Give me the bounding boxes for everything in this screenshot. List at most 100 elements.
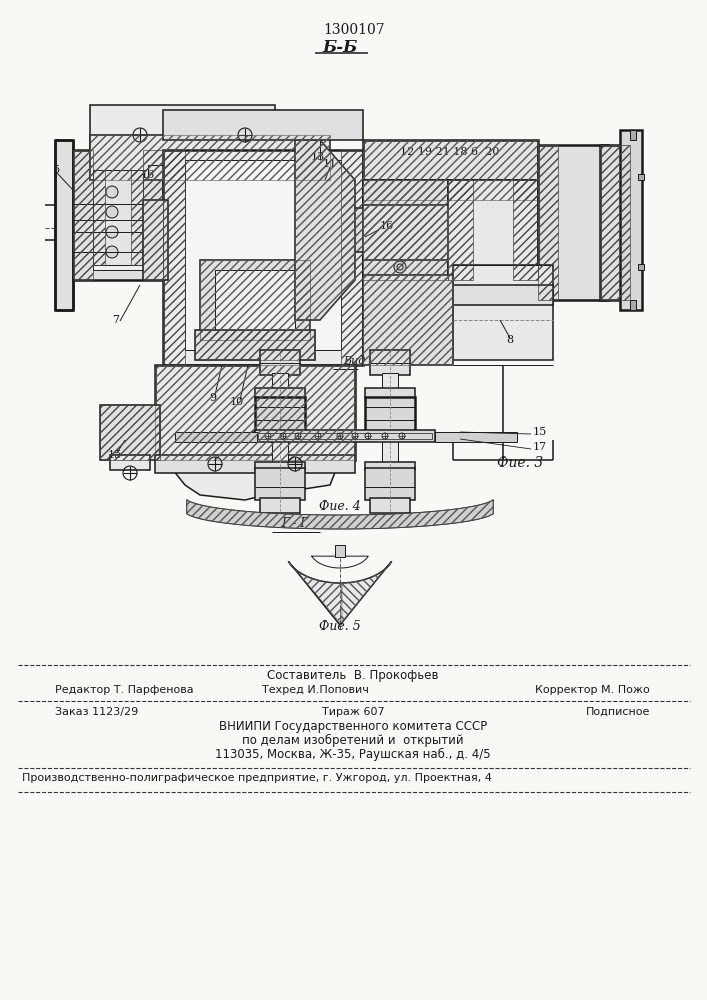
Text: Составитель  В. Прокофьев: Составитель В. Прокофьев: [267, 669, 439, 682]
Bar: [448, 180, 473, 280]
Text: 12 19 21 18 6  20: 12 19 21 18 6 20: [400, 147, 500, 157]
Text: Фие. 4: Фие. 4: [319, 500, 361, 513]
Polygon shape: [288, 561, 392, 625]
Bar: [363, 180, 538, 280]
Bar: [382, 438, 398, 465]
Bar: [143, 200, 168, 280]
Bar: [155, 455, 355, 473]
Bar: [155, 365, 355, 460]
Bar: [363, 205, 448, 260]
Bar: [363, 275, 453, 365]
Bar: [382, 373, 398, 390]
Bar: [163, 150, 363, 365]
Text: Тираж 607: Тираж 607: [322, 707, 385, 717]
Text: Фие. 5: Фие. 5: [319, 620, 361, 633]
Bar: [272, 373, 288, 390]
Bar: [100, 405, 160, 460]
Bar: [255, 430, 435, 442]
Text: Производственно-полиграфическое предприятие, г. Ужгород, ул. Проектная, 4: Производственно-полиграфическое предприя…: [22, 773, 492, 783]
Bar: [93, 160, 143, 270]
Bar: [131, 170, 143, 265]
Bar: [453, 265, 553, 360]
Bar: [255, 462, 305, 470]
Text: 15: 15: [533, 427, 547, 437]
Bar: [252, 432, 308, 440]
Circle shape: [394, 243, 406, 255]
Bar: [341, 150, 363, 365]
Bar: [73, 232, 553, 252]
Bar: [448, 180, 538, 280]
Bar: [538, 145, 558, 300]
Bar: [363, 205, 448, 260]
Bar: [90, 105, 275, 165]
Bar: [73, 204, 553, 220]
Circle shape: [394, 261, 406, 273]
Bar: [110, 455, 150, 470]
Text: 15: 15: [108, 450, 122, 460]
Bar: [185, 160, 341, 350]
Bar: [73, 150, 93, 280]
Circle shape: [106, 206, 118, 218]
Bar: [638, 174, 644, 180]
Bar: [330, 208, 365, 252]
Text: 4: 4: [274, 449, 281, 459]
Bar: [260, 350, 300, 375]
Circle shape: [106, 226, 118, 238]
Bar: [255, 397, 305, 435]
Bar: [73, 150, 163, 280]
Text: Б-Б: Б-Б: [322, 38, 358, 55]
Text: Вид В: Вид В: [343, 356, 377, 366]
Bar: [195, 330, 315, 360]
Text: 16: 16: [380, 221, 395, 231]
Bar: [155, 365, 355, 460]
Polygon shape: [295, 140, 355, 320]
Bar: [93, 170, 105, 265]
Text: Заказ 1123/29: Заказ 1123/29: [55, 707, 139, 717]
Bar: [638, 264, 644, 270]
Circle shape: [397, 246, 403, 252]
Bar: [363, 180, 448, 280]
Bar: [363, 180, 448, 280]
Text: 9: 9: [209, 393, 216, 403]
Bar: [100, 405, 160, 460]
Text: ВНИИПИ Государственного комитета СССР: ВНИИПИ Государственного комитета СССР: [219, 720, 487, 733]
Bar: [200, 260, 310, 340]
Circle shape: [397, 210, 403, 216]
Text: 17: 17: [533, 442, 547, 452]
Bar: [620, 130, 642, 310]
Bar: [365, 462, 415, 470]
Polygon shape: [187, 500, 493, 529]
Bar: [600, 145, 630, 300]
Text: 7: 7: [112, 315, 119, 325]
Bar: [363, 140, 538, 200]
Bar: [272, 438, 288, 465]
Bar: [90, 135, 330, 180]
Bar: [93, 170, 143, 265]
Bar: [143, 150, 163, 280]
Text: 1300107: 1300107: [323, 23, 385, 37]
Bar: [370, 350, 410, 375]
Bar: [215, 270, 295, 330]
Text: 113035, Москва, Ж-35, Раушская наб., д. 4/5: 113035, Москва, Ж-35, Раушская наб., д. …: [215, 748, 491, 761]
Polygon shape: [165, 460, 340, 500]
Circle shape: [397, 228, 403, 234]
Bar: [453, 285, 553, 305]
Text: 8: 8: [506, 335, 513, 345]
Circle shape: [394, 207, 406, 219]
Text: Подписное: Подписное: [585, 707, 650, 717]
Text: Редактор Т. Парфенова: Редактор Т. Парфенова: [55, 685, 194, 695]
Bar: [260, 498, 300, 513]
Circle shape: [397, 264, 403, 270]
Text: 5: 5: [54, 165, 61, 175]
Text: Г - Г: Г - Г: [281, 517, 308, 530]
Bar: [370, 498, 410, 513]
Text: 11: 11: [323, 159, 337, 169]
Bar: [200, 260, 310, 340]
Bar: [538, 145, 608, 300]
Bar: [630, 300, 636, 310]
Bar: [513, 180, 538, 280]
Bar: [175, 432, 257, 442]
Bar: [365, 468, 415, 500]
Bar: [630, 130, 636, 140]
Circle shape: [106, 186, 118, 198]
